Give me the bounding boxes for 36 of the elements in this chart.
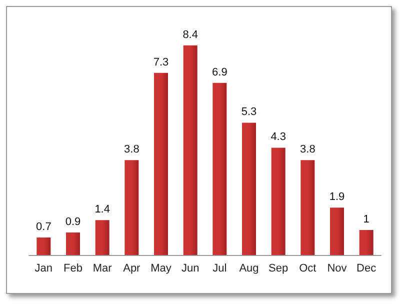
x-tick-label: May (150, 262, 172, 274)
data-label: 0.7 (36, 221, 52, 234)
bar (66, 232, 80, 255)
bar (124, 160, 139, 255)
data-label: 7.3 (153, 56, 169, 68)
bar (36, 238, 51, 255)
data-label: 4.3 (270, 131, 286, 144)
data-label: 0.9 (65, 216, 81, 228)
x-tick-label: Sep (268, 262, 288, 274)
x-tick-label: Apr (123, 262, 141, 274)
bar (330, 208, 344, 255)
x-tick-label: Oct (299, 262, 316, 274)
data-label: 8.4 (182, 28, 198, 41)
data-label: 3.8 (300, 144, 316, 156)
x-tick-label: Dec (356, 262, 377, 274)
bar (242, 122, 256, 255)
x-tick-label: Jun (181, 262, 200, 274)
bar (359, 230, 374, 255)
data-label: 5.3 (241, 106, 257, 118)
data-label: 3.8 (124, 144, 140, 156)
x-tick-label: Jan (34, 262, 53, 274)
x-tick-label: Mar (92, 262, 112, 274)
bar (300, 160, 315, 255)
data-label: 1 (363, 214, 370, 226)
x-tick-label: Aug (239, 262, 259, 274)
data-label: 1.9 (329, 191, 345, 204)
x-tick-label: Jul (212, 262, 227, 274)
data-label: 6.9 (212, 66, 228, 78)
bar (154, 72, 168, 255)
x-tick-label: Nov (327, 262, 348, 274)
bar (271, 148, 286, 255)
bar (95, 220, 110, 255)
x-tick-label: Feb (64, 262, 82, 274)
bar (212, 82, 227, 255)
data-label: 1.4 (94, 204, 110, 216)
bar (183, 45, 198, 255)
